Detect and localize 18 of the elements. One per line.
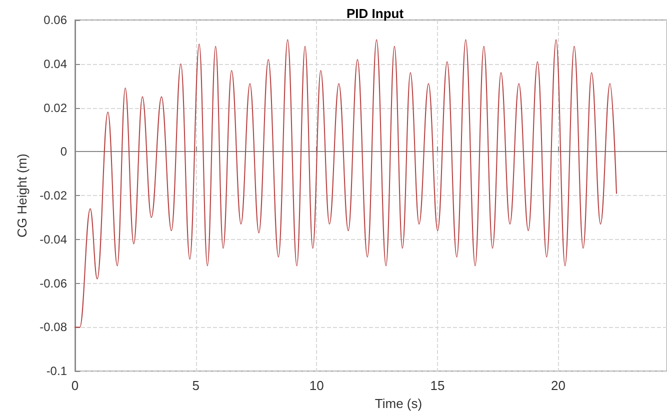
y-axis-title: CG Height (m) <box>14 154 30 238</box>
y-tick-label: -0.04 <box>40 232 68 246</box>
y-tick-label: 0.04 <box>44 56 68 71</box>
chart-title: PID Input <box>346 6 404 21</box>
y-tick-label: -0.02 <box>40 188 68 203</box>
x-tick-label: 10 <box>309 378 324 394</box>
line-series <box>74 39 617 328</box>
y-tick-label: -0.06 <box>40 276 68 290</box>
y-tick-label: 0.06 <box>44 13 68 27</box>
x-tick-label: 20 <box>551 378 566 394</box>
y-tick-label: -0.08 <box>40 320 68 334</box>
x-tick-label: 0 <box>71 378 79 394</box>
y-tick-label: 0 <box>60 144 68 159</box>
x-tick-label: 15 <box>430 378 445 394</box>
x-axis-title: Time (s) <box>374 396 422 411</box>
y-tick-label: -0.1 <box>46 364 68 378</box>
y-tick-label: 0.02 <box>44 100 68 115</box>
x-tick-label: 5 <box>192 378 200 394</box>
